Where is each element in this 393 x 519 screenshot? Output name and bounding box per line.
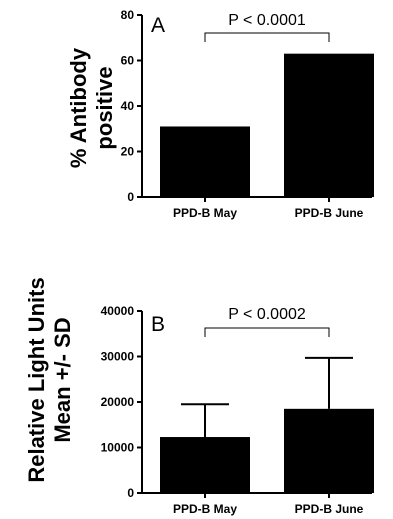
chart-a: 0 20 40 60 80 PPD-B May PPD-B June % Antibodypo… — [66, 8, 374, 220]
y-tick-label: 60 — [121, 54, 135, 68]
significance-label: P < 0.0002 — [228, 306, 306, 323]
panel-label: A — [151, 14, 165, 37]
y-tick-label: 0 — [127, 486, 134, 500]
chart-b: 0 10000 20000 30000 40000 PPD-B May PPD-B June… — [24, 277, 374, 516]
significance-bracket — [204, 32, 330, 42]
y-axis-label: % Antibodypositive — [66, 47, 117, 168]
category-label: PPD-B May — [173, 502, 237, 516]
bar — [284, 408, 374, 493]
bar — [284, 53, 374, 197]
y-tick-label: 20000 — [101, 395, 135, 409]
y-axis-label-line: positive — [92, 66, 117, 149]
panel-label: B — [151, 313, 165, 336]
y-tick-label: 80 — [121, 8, 135, 22]
significance-label: P < 0.0001 — [228, 12, 306, 29]
y-tick-label: 40 — [121, 99, 135, 113]
category-label: PPD-B May — [173, 206, 237, 220]
bar — [160, 437, 250, 493]
y-axis-label-line: % Antibody — [66, 47, 91, 168]
category-label: PPD-B June — [295, 206, 364, 220]
y-axis-label-line: Relative Light Units — [24, 277, 49, 482]
y-tick-label: 30000 — [101, 350, 135, 364]
y-tick-label: 40000 — [101, 304, 135, 318]
y-tick-label: 0 — [127, 190, 134, 204]
bar — [160, 126, 250, 197]
y-tick-label: 10000 — [101, 441, 135, 455]
y-tick-label: 20 — [121, 145, 135, 159]
category-label: PPD-B June — [295, 502, 364, 516]
y-axis-label-line: Mean +/- SD — [50, 317, 75, 442]
y-axis-label: Relative Light UnitsMean +/- SD — [24, 277, 75, 482]
significance-bracket — [204, 327, 330, 337]
